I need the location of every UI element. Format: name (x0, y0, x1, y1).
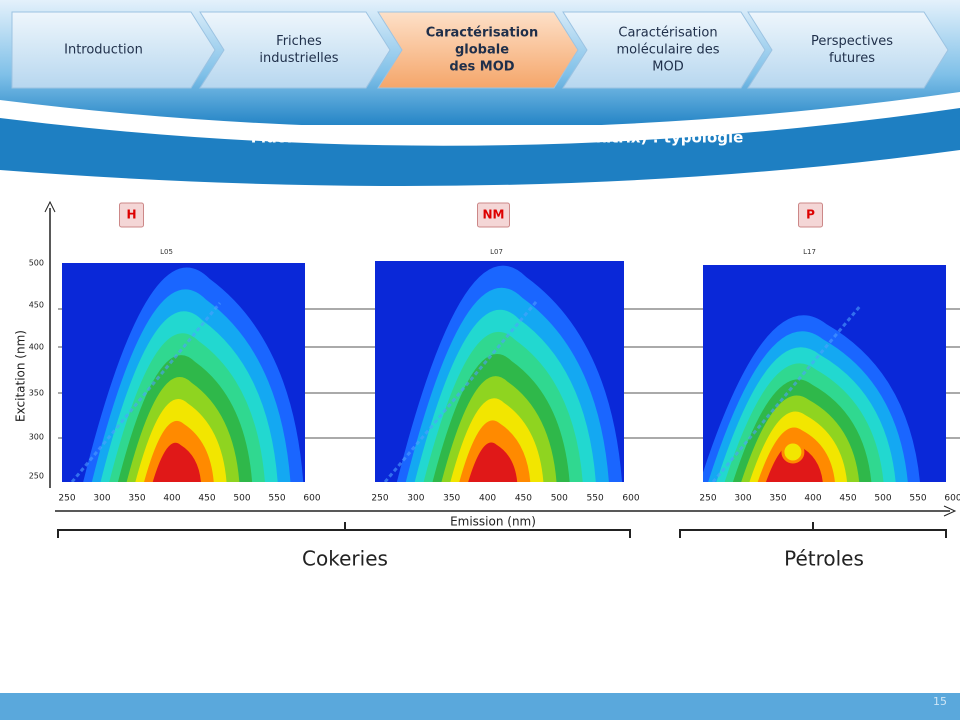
x-tick-label: 400 (479, 494, 496, 504)
nav-step-label: Caractérisation (618, 26, 717, 41)
y-tick-label: 500 (29, 259, 44, 268)
x-tick-label: 250 (699, 494, 716, 504)
x-tick-label: 600 (303, 494, 320, 504)
panel-tag: NM (483, 208, 505, 222)
contour (468, 442, 518, 482)
nav-step-label: globale (455, 43, 509, 58)
x-tick-label: 350 (128, 494, 145, 504)
tag-box (477, 202, 510, 228)
x-tick-label: 250 (58, 494, 75, 504)
nav-step-label: moléculaire des (616, 43, 719, 58)
nav-step-label: industrielles (259, 51, 338, 66)
x-tick-label: 300 (407, 494, 424, 504)
x-arrow (943, 505, 957, 517)
panel-sample: L05 (160, 248, 173, 256)
x-tick-label: 500 (874, 494, 891, 504)
group-bracket (57, 522, 631, 538)
x-tick-label: 550 (909, 494, 926, 504)
nav-step-label: MOD (652, 60, 683, 75)
eem-contours (703, 304, 920, 482)
x-tick-label: 300 (734, 494, 751, 504)
tag-box (119, 202, 144, 228)
y-tick-label: 250 (29, 472, 44, 481)
eem-panel: NM L07 250 300 350 400 450 500 550 600 (371, 202, 640, 504)
page-number: 15 (933, 695, 947, 708)
y-tick-label: 450 (29, 301, 44, 310)
nav-step[interactable] (11, 11, 216, 89)
x-tick-label: 450 (839, 494, 856, 504)
x-tick-label: 350 (769, 494, 786, 504)
nav-step[interactable] (562, 11, 766, 89)
x-tick-label: 550 (268, 494, 285, 504)
eem-panel: H L05 250 300 350 400 450 500 550 600 (58, 202, 321, 504)
eem-contours (383, 265, 623, 482)
tag-box (798, 202, 823, 228)
eem-contours (70, 267, 304, 482)
nav-step-label: Caractérisation (426, 26, 538, 41)
x-tick-label: 400 (804, 494, 821, 504)
x-tick-label: 450 (515, 494, 532, 504)
y-tick-label: 350 (29, 389, 44, 398)
eem-panel: P L17 250 300 350 400 450 500 550 600 (699, 202, 960, 504)
nav-step-label: Friches (276, 34, 322, 49)
nav-step-label: des MOD (449, 60, 514, 75)
contour (781, 440, 805, 464)
group-bracket (679, 522, 947, 538)
title-band (0, 108, 960, 186)
x-tick-label: 350 (443, 494, 460, 504)
y-axis-label: Excitation (nm) (14, 330, 28, 422)
footer-band (0, 693, 960, 720)
scatter-line (711, 304, 863, 482)
x-tick-label: 500 (551, 494, 568, 504)
y-tick-label: 300 (29, 433, 44, 442)
x-tick-label: 450 (198, 494, 215, 504)
panel-sample: L07 (490, 248, 503, 256)
nav-step-label: Introduction (64, 43, 143, 58)
group-label: Pétroles (784, 547, 864, 571)
nav-step[interactable] (377, 11, 579, 89)
panel-tag: H (126, 208, 136, 222)
nav-step[interactable] (199, 11, 391, 89)
scatter-line (70, 302, 222, 482)
y-tick-label: 400 (29, 343, 44, 352)
panel-sample: L17 (803, 248, 816, 256)
x-tick-label: 600 (944, 494, 960, 504)
scatter-line (383, 300, 538, 482)
x-tick-label: 300 (93, 494, 110, 504)
y-arrow (44, 200, 56, 213)
x-tick-label: 550 (587, 494, 604, 504)
x-tick-label: 500 (233, 494, 250, 504)
nav-step[interactable] (747, 11, 949, 89)
x-axis-label: Emission (nm) (450, 515, 536, 529)
contour (152, 442, 201, 482)
slide-title: Fluorescence EEM (Excitation-Emission Ma… (251, 129, 744, 147)
x-tick-label: 400 (163, 494, 180, 504)
panel-tag: P (806, 208, 815, 222)
x-tick-label: 250 (371, 494, 388, 504)
nav-step-label: Perspectives (811, 34, 893, 49)
nav-step-label: futures (829, 51, 875, 66)
group-label: Cokeries (302, 547, 388, 571)
x-tick-label: 600 (622, 494, 639, 504)
